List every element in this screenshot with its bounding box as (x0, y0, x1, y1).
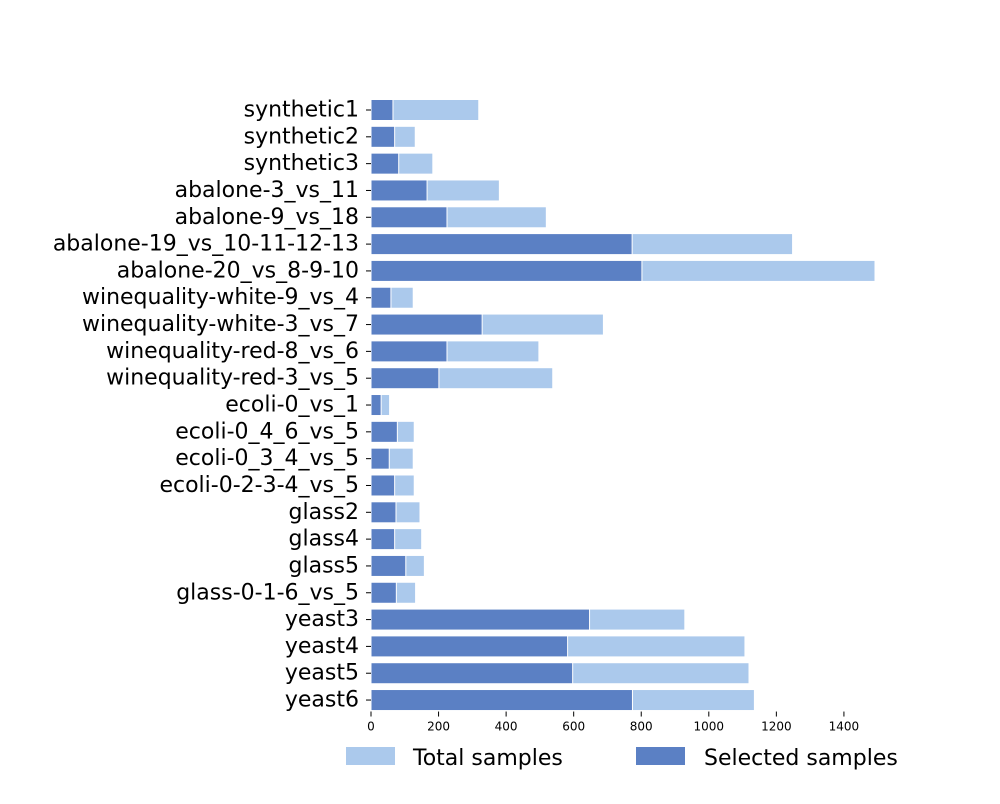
x-tick-label-400: 400 (495, 720, 518, 734)
category-labels: synthetic1synthetic2synthetic3abalone-3_… (53, 98, 371, 713)
bar-selected-winequality-red-3-vs-5 (370, 367, 440, 390)
legend-swatch-selected-samples (636, 747, 685, 765)
bar-selected-ecoli-0-vs-1 (370, 394, 382, 417)
category-label-abalone-3-vs-11: abalone-3_vs_11 (175, 178, 359, 203)
category-label-abalone-19-vs-10-11-12-13: abalone-19_vs_10-11-12-13 (53, 232, 359, 257)
x-tick-label-1200: 1200 (761, 720, 792, 734)
x-tick-label-1000: 1000 (694, 720, 725, 734)
bar-selected-glass4 (370, 528, 396, 551)
category-label-synthetic3: synthetic3 (244, 151, 359, 176)
category-label-winequality-red-3-vs-5: winequality-red-3_vs_5 (106, 366, 359, 391)
x-tick-label-200: 200 (427, 720, 450, 734)
bar-selected-ecoli-0-2-3-4-vs-5 (370, 474, 396, 497)
category-label-winequality-red-8-vs-6: winequality-red-8_vs_6 (106, 339, 359, 364)
bar-selected-winequality-red-8-vs-6 (370, 340, 448, 363)
bar-selected-abalone-19-vs-10-11-12-13 (370, 233, 633, 256)
bar-selected-synthetic2 (370, 125, 396, 148)
category-label-yeast5: yeast5 (285, 661, 359, 686)
bar-selected-yeast6 (370, 689, 633, 712)
bar-selected-synthetic1 (370, 99, 394, 121)
bar-selected-yeast4 (370, 635, 569, 658)
bar-selected-ecoli-0-4-6-vs-5 (370, 420, 398, 443)
category-label-abalone-20-vs-8-9-10: abalone-20_vs_8-9-10 (117, 258, 359, 283)
category-label-synthetic1: synthetic1 (244, 98, 359, 123)
category-label-glass4: glass4 (289, 527, 359, 552)
category-label-yeast6: yeast6 (285, 688, 359, 713)
bar-selected-abalone-20-vs-8-9-10 (370, 259, 643, 282)
bar-selected-yeast5 (370, 662, 574, 685)
category-label-winequality-white-3-vs-7: winequality-white-3_vs_7 (82, 312, 359, 337)
category-label-glass5: glass5 (289, 553, 359, 578)
bar-selected-synthetic3 (370, 152, 400, 175)
category-label-yeast4: yeast4 (285, 634, 359, 659)
bar-selected-glass5 (370, 554, 407, 577)
category-label-glass2: glass2 (289, 500, 359, 525)
category-label-abalone-9-vs-18: abalone-9_vs_18 (175, 205, 359, 230)
legend: Total samples Selected samples (346, 746, 898, 771)
legend-swatch-total-samples (346, 747, 395, 765)
series-selected-samples (370, 99, 643, 712)
bar-selected-abalone-9-vs-18 (370, 206, 448, 229)
x-tick-label-600: 600 (562, 720, 585, 734)
legend-label-selected-samples: Selected samples (704, 746, 898, 771)
x-tick-label-800: 800 (630, 720, 653, 734)
category-label-synthetic2: synthetic2 (244, 124, 359, 149)
bar-selected-abalone-3-vs-11 (370, 179, 428, 202)
bar-selected-glass2 (370, 501, 397, 524)
category-label-winequality-white-9-vs-4: winequality-white-9_vs_4 (82, 285, 359, 310)
category-label-yeast3: yeast3 (285, 607, 359, 632)
x-tick-label-1400: 1400 (829, 720, 860, 734)
category-label-ecoli-0-4-6-vs-5: ecoli-0_4_6_vs_5 (175, 419, 359, 444)
category-label-ecoli-0-2-3-4-vs-5: ecoli-0-2-3-4_vs_5 (159, 473, 359, 498)
legend-label-total-samples: Total samples (412, 746, 563, 771)
category-label-ecoli-0-vs-1: ecoli-0_vs_1 (225, 393, 359, 418)
bar-selected-winequality-white-3-vs-7 (370, 313, 483, 336)
bar-selected-glass-0-1-6-vs-5 (370, 581, 397, 604)
bar-selected-winequality-white-9-vs-4 (370, 286, 392, 309)
x-axis: 0 200 400 600 800 1000 1200 1400 (367, 711, 860, 734)
bar-selected-yeast3 (370, 608, 591, 631)
x-tick-label-0: 0 (367, 720, 375, 734)
category-label-glass-0-1-6-vs-5: glass-0-1-6_vs_5 (176, 580, 359, 605)
bar-selected-ecoli-0-3-4-vs-5 (370, 447, 390, 470)
category-label-ecoli-0-3-4-vs-5: ecoli-0_3_4_vs_5 (175, 446, 359, 471)
